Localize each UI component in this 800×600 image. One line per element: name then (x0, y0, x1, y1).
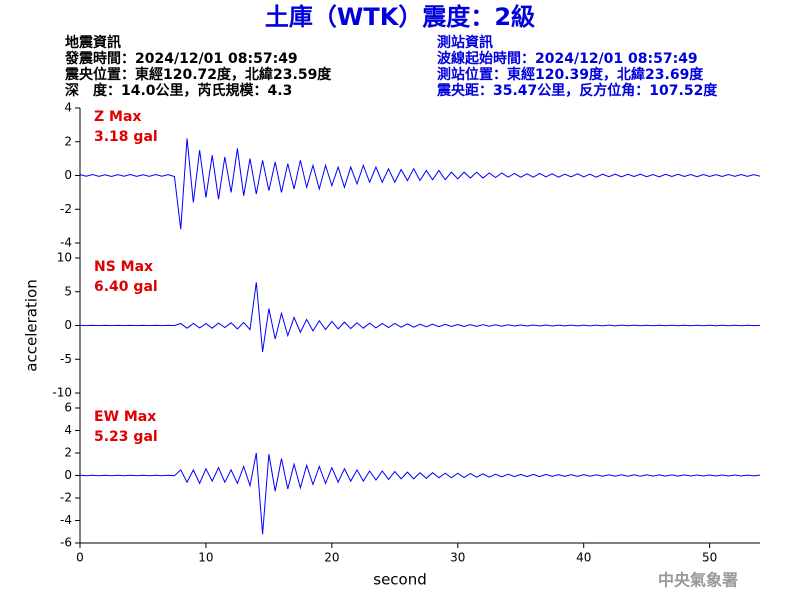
max-label: Z Max (94, 109, 141, 125)
x-tick-label: 50 (702, 551, 717, 565)
y-tick-label: -2 (60, 202, 72, 216)
y-tick-label: 6 (64, 401, 72, 415)
y-tick-label: 10 (57, 251, 72, 265)
y-tick-label: -5 (60, 352, 72, 366)
page-title: 土庫（WTK）震度：2級 (265, 3, 535, 31)
y-tick-label: 2 (64, 134, 72, 148)
max-label: 5.23 gal (94, 429, 158, 445)
footer: 中央氣象署 (658, 571, 738, 590)
event-info: 深 度：14.0公里，芮氏規模：4.3 (65, 82, 292, 99)
y-tick-label: 4 (64, 101, 72, 115)
x-tick-label: 40 (576, 551, 591, 565)
waveform (79, 138, 761, 230)
y-tick-label: 0 (64, 468, 72, 482)
max-label: EW Max (94, 409, 156, 425)
y-tick-label: -4 (60, 236, 72, 250)
station-info: 震央距：35.47公里，反方位角：107.52度 (436, 82, 718, 99)
y-tick-label: -6 (60, 536, 72, 550)
waveform (79, 282, 761, 352)
x-tick-label: 0 (76, 551, 84, 565)
x-tick-label: 30 (450, 551, 465, 565)
y-tick-label: 4 (64, 423, 72, 437)
y-tick-label: -10 (52, 386, 72, 400)
y-tick-label: 5 (64, 284, 72, 298)
max-label: NS Max (94, 259, 153, 275)
station-info: 測站資訊 (437, 34, 493, 51)
y-tick-label: -4 (60, 513, 72, 527)
event-info: 發震時間：2024/12/01 08:57:49 (64, 50, 298, 67)
max-label: 6.40 gal (94, 279, 158, 295)
x-tick-label: 20 (324, 551, 339, 565)
max-label: 3.18 gal (94, 129, 158, 145)
y-tick-label: 0 (64, 318, 72, 332)
x-tick-label: 10 (198, 551, 213, 565)
event-info: 地震資訊 (65, 34, 121, 51)
waveform (79, 452, 761, 535)
station-info: 波線起始時間：2024/12/01 08:57:49 (437, 50, 698, 67)
y-axis-label: acceleration (23, 279, 41, 371)
event-info: 震央位置：東經120.72度，北緯23.59度 (64, 66, 332, 83)
y-tick-label: 2 (64, 446, 72, 460)
station-info: 測站位置：東經120.39度，北緯23.69度 (437, 66, 704, 83)
x-axis-label: second (373, 571, 427, 589)
y-tick-label: -2 (60, 491, 72, 505)
y-tick-label: 0 (64, 168, 72, 182)
